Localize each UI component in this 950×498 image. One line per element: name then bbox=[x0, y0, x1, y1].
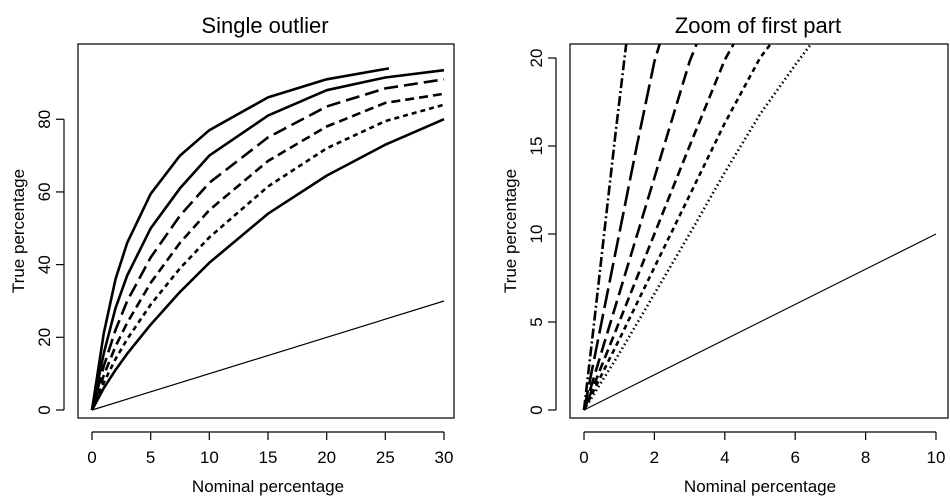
series-line-5 bbox=[90, 68, 445, 411]
x-tick-label: 25 bbox=[376, 448, 395, 467]
y-tick-label: 20 bbox=[35, 328, 54, 347]
x-axis: 0 2 4 6 8 10 bbox=[579, 431, 946, 467]
series-line-6 bbox=[582, 43, 628, 411]
panel-single-outlier: Single outlier 0 5 10 15 20 25 30 0 20 40 60 80 No… bbox=[9, 13, 455, 496]
x-tick-label: 10 bbox=[200, 448, 219, 467]
x-tick-label: 6 bbox=[790, 448, 799, 467]
y-axis: 0 20 40 60 80 bbox=[35, 110, 65, 415]
x-tick-label: 30 bbox=[435, 448, 454, 467]
x-tick-label: 15 bbox=[259, 448, 278, 467]
series-line-0 bbox=[583, 233, 937, 411]
x-axis: 0 5 10 15 20 25 30 bbox=[87, 431, 454, 467]
series-line-1 bbox=[90, 118, 445, 411]
x-tick-label: 8 bbox=[861, 448, 870, 467]
panel-zoom-first-part: Zoom of first part 0 2 4 6 8 10 0 5 10 15 20 Nomi… bbox=[501, 13, 949, 496]
series-line-5 bbox=[582, 43, 661, 411]
series-group bbox=[90, 67, 445, 411]
series-group bbox=[582, 43, 937, 411]
x-tick-label: 20 bbox=[317, 448, 336, 467]
series-line-4 bbox=[582, 43, 698, 411]
x-tick-label: 10 bbox=[927, 448, 946, 467]
y-axis-title: True percentage bbox=[501, 169, 520, 293]
series-line-2 bbox=[90, 103, 445, 411]
x-axis-title: Nominal percentage bbox=[192, 477, 344, 496]
series-line-0 bbox=[91, 300, 445, 411]
plot-frame bbox=[77, 43, 455, 419]
series-line-6 bbox=[90, 67, 390, 411]
x-axis-title: Nominal percentage bbox=[684, 477, 836, 496]
y-tick-label: 20 bbox=[527, 49, 546, 68]
plot-frame bbox=[569, 43, 949, 419]
x-tick-label: 0 bbox=[87, 448, 96, 467]
y-tick-label: 0 bbox=[35, 405, 54, 414]
panel-title: Zoom of first part bbox=[675, 13, 841, 38]
y-tick-label: 15 bbox=[527, 137, 546, 156]
y-axis: 0 5 10 15 20 bbox=[527, 49, 557, 415]
x-tick-label: 2 bbox=[650, 448, 659, 467]
y-axis-title: True percentage bbox=[9, 169, 28, 293]
y-tick-label: 0 bbox=[527, 405, 546, 414]
x-tick-label: 4 bbox=[720, 448, 729, 467]
series-line-4 bbox=[90, 78, 445, 411]
y-tick-label: 10 bbox=[527, 225, 546, 244]
y-tick-label: 40 bbox=[35, 255, 54, 274]
y-tick-label: 5 bbox=[527, 317, 546, 326]
x-tick-label: 0 bbox=[579, 448, 588, 467]
series-line-3 bbox=[582, 43, 735, 411]
x-tick-label: 5 bbox=[146, 448, 155, 467]
series-line-2 bbox=[582, 43, 772, 411]
series-line-3 bbox=[90, 92, 445, 411]
series-line-1 bbox=[582, 43, 813, 411]
y-tick-label: 60 bbox=[35, 182, 54, 201]
panel-title: Single outlier bbox=[201, 13, 328, 38]
y-tick-label: 80 bbox=[35, 110, 54, 129]
